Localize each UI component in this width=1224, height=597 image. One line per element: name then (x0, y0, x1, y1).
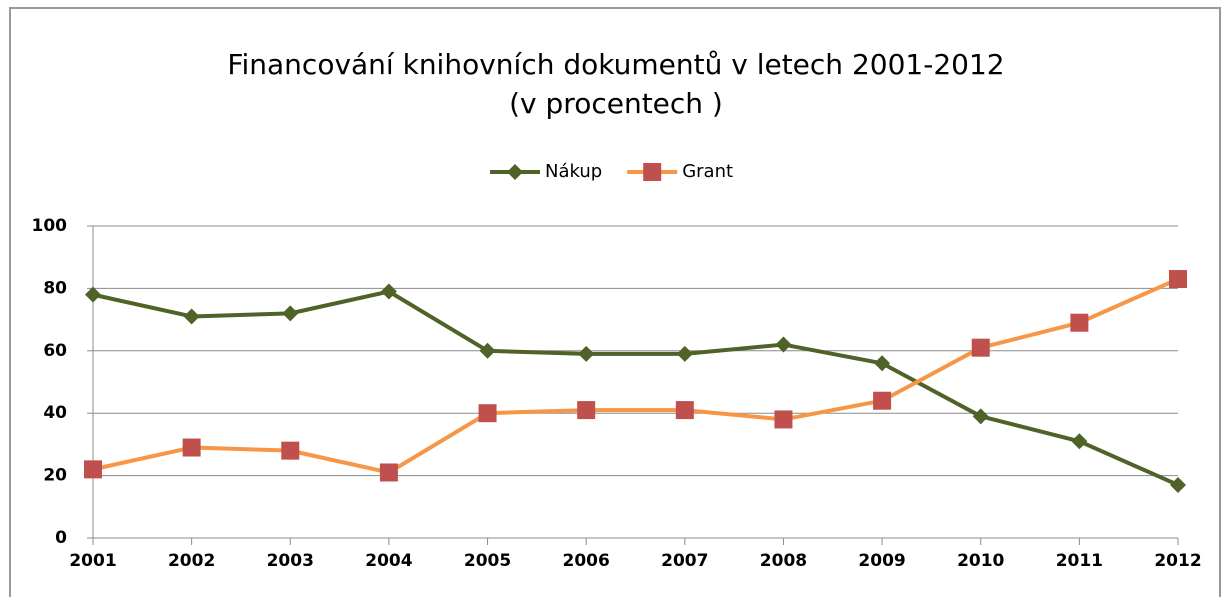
point (281, 441, 300, 460)
y-tick-label: 20 (43, 466, 67, 486)
chart-frame (9, 7, 1221, 597)
y-tick-label: 100 (32, 216, 68, 236)
y-tick-label: 40 (43, 403, 67, 423)
legend-label: Nákup (545, 161, 602, 182)
series-line (92, 277, 1179, 475)
x-tick-label: 2006 (563, 551, 610, 571)
y-tick-label: 80 (43, 278, 67, 298)
x-tick-label: 2001 (69, 551, 116, 571)
x-tick-label: 2012 (1154, 551, 1201, 571)
x-tick-label: 2003 (267, 551, 314, 571)
point (578, 345, 595, 362)
y-tick-label: 60 (43, 341, 67, 361)
point (1071, 433, 1088, 450)
point (1070, 313, 1089, 332)
x-tick-label: 2011 (1056, 551, 1103, 571)
chart-subtitle: (v procentech ) (509, 87, 723, 120)
point (479, 342, 496, 359)
series-line (92, 289, 1179, 487)
point (380, 283, 397, 300)
x-tick-label: 2007 (661, 551, 708, 571)
point (379, 463, 398, 482)
x-tick-label: 2008 (760, 551, 807, 571)
point (478, 404, 497, 423)
legend-marker (643, 163, 662, 181)
y-tick-label: 0 (55, 528, 67, 548)
point (85, 286, 101, 303)
point (675, 401, 694, 420)
point (84, 460, 102, 479)
point (972, 408, 989, 425)
point (676, 345, 693, 362)
x-tick-label: 2005 (464, 551, 511, 571)
chart-title: Financování knihovních dokumentů v letec… (227, 48, 1004, 81)
point (182, 438, 201, 457)
point (775, 336, 792, 353)
x-tick-label: 2010 (957, 551, 1004, 571)
point (873, 391, 892, 410)
point (1170, 476, 1186, 493)
point (183, 308, 200, 325)
legend-marker (507, 164, 523, 180)
point (577, 401, 596, 420)
x-tick-label: 2004 (365, 551, 412, 571)
point (774, 410, 793, 429)
x-tick-label: 2009 (858, 551, 905, 571)
point (874, 355, 891, 372)
legend-label: Grant (682, 161, 733, 182)
point (282, 305, 299, 322)
point (971, 338, 990, 357)
point (1169, 270, 1187, 289)
x-tick-label: 2002 (168, 551, 215, 571)
